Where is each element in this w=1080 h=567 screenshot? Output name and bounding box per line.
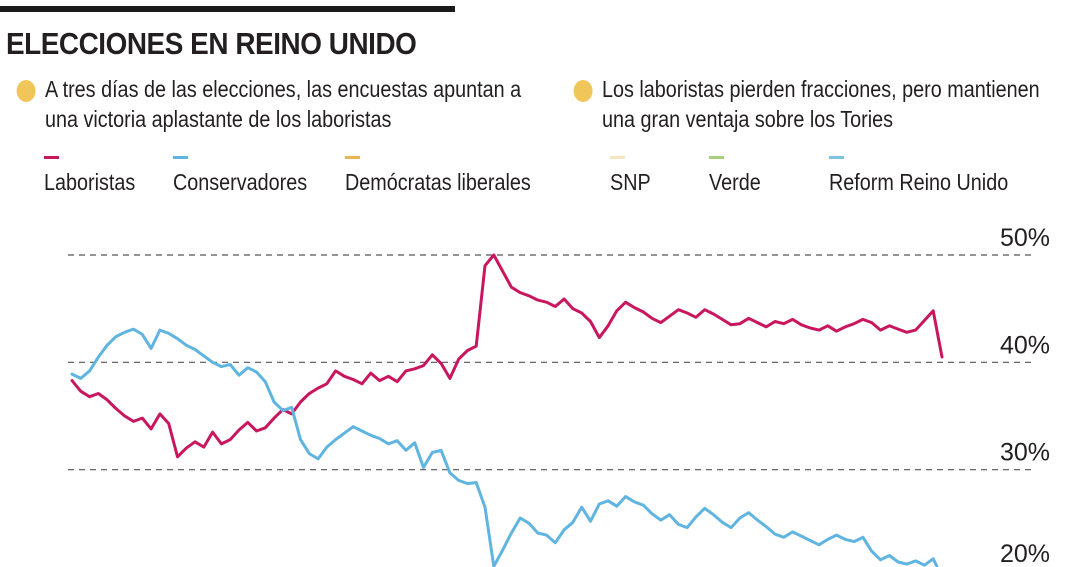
- annotation-note-2-text: Los laboristas pierden fracciones, pero …: [602, 76, 1040, 132]
- y-tick-label-40: 40%: [1000, 331, 1050, 359]
- y-tick-label-50: 50%: [1000, 224, 1050, 252]
- legend-item-verde: Verde: [709, 156, 769, 196]
- legend-swatch: [829, 156, 844, 159]
- series-line-conservadores: [70, 327, 939, 567]
- gridlines: [68, 254, 1032, 471]
- annotation-note-2: Los laboristas pierden fracciones, pero …: [573, 74, 1058, 134]
- legend-swatch: [345, 156, 360, 159]
- legend-label: Verde: [709, 169, 761, 195]
- legend-item-reform-reino-unido: Reform Reino Unido: [829, 156, 1037, 196]
- legend-label: Conservadores: [173, 169, 308, 195]
- legend-label: Laboristas: [44, 169, 136, 195]
- legend-item-conservadores: Conservadores: [173, 156, 329, 196]
- legend-label: Reform Reino Unido: [829, 169, 1009, 195]
- legend-item-democratas-liberales: Demócratas liberales: [345, 156, 561, 196]
- legend-swatch: [709, 156, 724, 159]
- legend-swatch: [610, 156, 625, 159]
- annotation-note-1: A tres días de las elecciones, las encue…: [16, 74, 527, 134]
- note-bullet-icon: [16, 80, 36, 102]
- annotation-note-1-text: A tres días de las elecciones, las encue…: [45, 76, 522, 132]
- legend-label: SNP: [610, 169, 651, 195]
- series-lines: [70, 253, 944, 567]
- legend-swatch: [173, 156, 188, 159]
- top-rule: [0, 6, 455, 12]
- legend-item-snp: SNP: [610, 156, 657, 196]
- series-line-laboristas: [70, 253, 944, 459]
- y-tick-label-20: 20%: [1000, 540, 1050, 567]
- legend-swatch: [44, 156, 59, 159]
- legend-label: Demócratas liberales: [345, 169, 531, 195]
- y-tick-label-30: 30%: [1000, 439, 1050, 467]
- page-title: ELECCIONES EN REINO UNIDO: [6, 26, 417, 61]
- note-bullet-icon: [573, 80, 593, 102]
- legend-item-laboristas: Laboristas: [44, 156, 150, 196]
- y-tick-labels: 20% 30% 40% 50%: [1000, 224, 1050, 567]
